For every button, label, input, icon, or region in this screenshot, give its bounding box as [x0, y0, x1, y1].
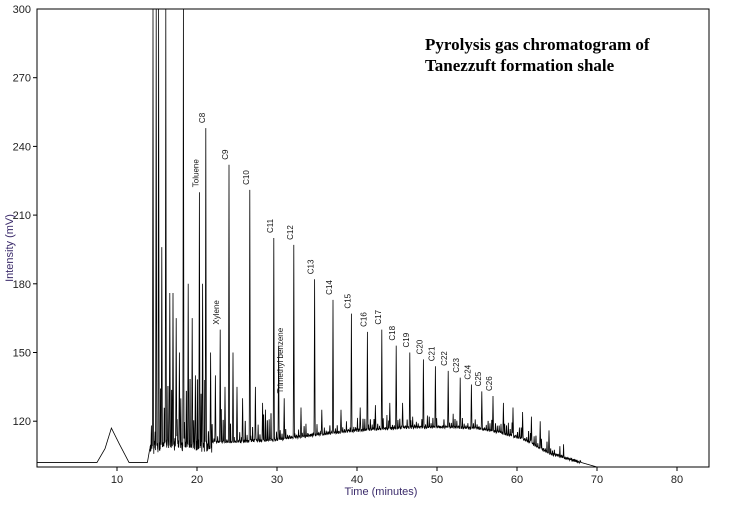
- peak-label: Trimethyl benzene: [276, 327, 285, 393]
- chart-title-line-1: Pyrolysis gas chromatogram of: [425, 35, 650, 54]
- peak-label: C26: [485, 376, 494, 391]
- peak-label: C19: [402, 332, 411, 347]
- peak-label: C9: [221, 149, 230, 160]
- x-tick-label: 40: [351, 474, 363, 486]
- peak-label: C17: [374, 309, 383, 324]
- peak-label: Toluene: [191, 159, 200, 188]
- peak-label: C11: [266, 218, 275, 233]
- x-tick-label: 20: [191, 474, 203, 486]
- plot-area: Toluene C8 Xylene C9 C10 C11 Trimethyl benzene…: [36, 8, 710, 468]
- y-tick-label: 210: [13, 210, 31, 222]
- peak-label: C24: [463, 364, 472, 379]
- peak-label: C23: [452, 357, 461, 372]
- y-tick-label: 300: [13, 4, 31, 16]
- y-tick-label: 120: [13, 416, 31, 428]
- chromatogram-line: [37, 9, 601, 467]
- peak-label: C15: [343, 293, 352, 308]
- peak-label: C16: [359, 312, 368, 327]
- x-tick-label: 80: [671, 474, 683, 486]
- peak-labels: Toluene C8 Xylene C9 C10 C11 Trimethyl benzene…: [191, 112, 494, 393]
- y-tick-label: 240: [13, 141, 31, 153]
- peak-label: C25: [474, 371, 483, 386]
- x-tick-label: 10: [111, 474, 123, 486]
- peak-label: C10: [242, 170, 251, 185]
- peak-label: Xylene: [212, 300, 221, 325]
- y-tick-label: 180: [13, 279, 31, 291]
- peak-label: C12: [286, 225, 295, 240]
- x-axis-title: Time (minutes): [345, 486, 418, 498]
- x-tick-label: 60: [511, 474, 523, 486]
- chart-title-line-2: Tanezzuft formation shale: [425, 56, 615, 75]
- y-tick-label: 150: [13, 348, 31, 360]
- peak-label: C14: [325, 280, 334, 295]
- peak-label: C21: [427, 346, 436, 361]
- y-tick-label: 270: [13, 73, 31, 85]
- plot-frame: [36, 8, 710, 468]
- y-axis-title: Intensity (mV): [4, 214, 16, 282]
- peak-label: C8: [198, 112, 207, 123]
- x-axis: 10 20 30 40 50 60 70 80: [111, 467, 683, 486]
- y-axis: 120 150 180 210 240 270 300: [13, 4, 37, 428]
- x-tick-label: 50: [431, 474, 443, 486]
- peak-label: C22: [440, 351, 449, 366]
- x-tick-label: 30: [271, 474, 283, 486]
- chart-title: Pyrolysis gas chromatogram of Tanezzuft …: [425, 34, 650, 76]
- x-tick-label: 70: [591, 474, 603, 486]
- peak-label: C20: [415, 339, 424, 354]
- chromatogram-trace: [37, 9, 601, 467]
- peak-label: C13: [307, 259, 316, 274]
- peak-label: C18: [388, 325, 397, 340]
